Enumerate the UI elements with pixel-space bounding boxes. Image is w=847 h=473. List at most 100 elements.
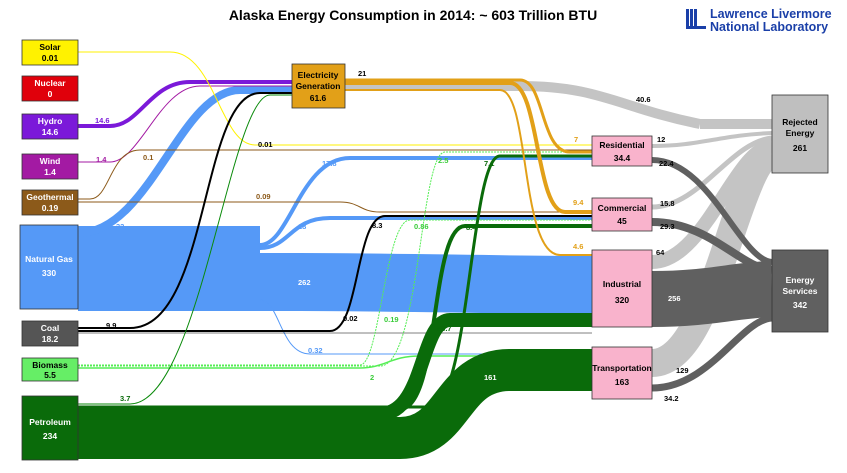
- electricity-value: 61.6: [310, 93, 327, 103]
- label-pet-trans: 161: [484, 373, 497, 382]
- llnl-logo-line1: Lawrence Livermore: [710, 7, 832, 21]
- source-biomass-value: 5.5: [44, 370, 56, 380]
- flow-elec-rejected: [345, 81, 701, 129]
- flow-ind-services: [651, 261, 774, 327]
- label-trans-rej: 129: [676, 366, 689, 375]
- services-name-2: Services: [783, 286, 818, 296]
- sector-residential-value: 34.4: [614, 153, 631, 163]
- label-pet-elec: 3.7: [120, 394, 130, 403]
- flow-trans-services: [651, 314, 773, 392]
- source-nuclear-name: Nuclear: [34, 78, 66, 88]
- label-elec-rej: 40.6: [636, 95, 651, 104]
- node-electricity-generation: Electricity Generation 61.6: [291, 63, 346, 109]
- label-coal-ind: 0.02: [343, 314, 358, 323]
- sector-residential-name: Residential: [599, 140, 644, 150]
- sector-transportation-value: 163: [615, 377, 629, 387]
- label-coal-com: 8.3: [372, 221, 382, 230]
- flow-bio-commercial: [78, 219, 592, 366]
- flow-gas-commercial: [259, 216, 592, 250]
- source-solar-name: Solar: [39, 42, 61, 52]
- sector-industrial-name: Industrial: [603, 279, 641, 289]
- source-geothermal-value: 0.19: [42, 203, 59, 213]
- label-ind-rej: 64: [656, 248, 665, 257]
- label-bio-ind: 0.19: [384, 315, 399, 324]
- source-wind-value: 1.4: [44, 167, 56, 177]
- outcome-rejected-energy: Rejected Energy 261: [771, 94, 829, 174]
- source-nuclear-value: 0: [48, 89, 53, 99]
- flow-trans-rejected: [649, 142, 778, 377]
- sector-transportation-name: Transportation: [592, 363, 652, 373]
- flow-bio-residential: [78, 151, 592, 367]
- sector-industrial-value: 320: [615, 295, 629, 305]
- source-hydro-name: Hydro: [38, 116, 63, 126]
- flow-elec-commercial: [345, 81, 592, 214]
- flow-gas-residential: [259, 156, 592, 247]
- label-com-srv: 29.3: [660, 222, 675, 231]
- source-petroleum-value: 234: [43, 431, 57, 441]
- label-coal-elec: 9.9: [106, 321, 116, 330]
- label-res-srv: 22.4: [659, 159, 674, 168]
- label-pet-res: 7.1: [484, 159, 494, 168]
- label-elec-21: 21: [358, 69, 366, 78]
- flow-coal-commercial: [78, 215, 592, 332]
- label-geo-res: 0.1: [143, 153, 153, 162]
- flow-pet-transportation: [78, 349, 592, 459]
- source-coal: Coal 18.2: [21, 320, 79, 347]
- source-coal-value: 18.2: [42, 334, 59, 344]
- label-res-rej: 12: [657, 135, 665, 144]
- label-ind-srv: 256: [668, 294, 681, 303]
- label-gas-res: 17.8: [322, 159, 337, 168]
- rejected-name-1: Rejected: [782, 117, 817, 127]
- electricity-name-2: Generation: [296, 81, 341, 91]
- source-natural-gas-name: Natural Gas: [25, 254, 73, 264]
- label-solar-res: 0.01: [258, 140, 273, 149]
- label-gas-trans: 0.32: [308, 346, 323, 355]
- sector-transportation: Transportation 163: [591, 346, 653, 400]
- sector-industrial: Industrial 320: [591, 249, 653, 328]
- source-solar-value: 0.01: [42, 53, 59, 63]
- rejected-value: 261: [793, 143, 807, 153]
- flow-wind-electricity: [78, 85, 292, 163]
- flow-geo-commercial: [78, 201, 592, 213]
- label-gas-ind: 262: [298, 278, 311, 287]
- flow-elec-residential: [345, 78, 592, 154]
- sector-commercial-value: 45: [617, 216, 627, 226]
- label-gas-elec: 32: [116, 222, 124, 231]
- flow-geo-residential: [78, 149, 592, 200]
- sector-commercial: Commercial 45: [591, 197, 653, 232]
- source-geothermal-name: Geothermal: [26, 192, 73, 202]
- source-geothermal: Geothermal 0.19: [21, 189, 79, 216]
- flow-labels: 14.6 1.4 0.1 0.09 0.01 32 17.8 18 262 0.…: [95, 69, 689, 403]
- flow-solar-residential: [78, 51, 592, 146]
- llnl-logo-line2: National Laboratory: [710, 20, 828, 34]
- flow-hydro-electricity: [78, 80, 292, 128]
- services-name-1: Energy: [786, 275, 815, 285]
- electricity-name-1: Electricity: [298, 70, 339, 80]
- source-hydro: Hydro 14.6: [21, 113, 79, 140]
- source-wind: Wind 1.4: [21, 153, 79, 180]
- llnl-logo: Lawrence Livermore National Laboratory: [686, 7, 832, 34]
- label-elec-res: 7: [574, 135, 578, 144]
- label-bio-trans: 2: [370, 373, 374, 382]
- flow-gas-electricity: [77, 86, 292, 237]
- source-petroleum: Petroleum 234: [21, 395, 79, 461]
- source-solar: Solar 0.01: [21, 39, 79, 66]
- label-hydro-elec: 14.6: [95, 116, 110, 125]
- label-pet-ind: 53.7: [437, 324, 452, 333]
- sector-residential: Residential 34.4: [591, 135, 653, 167]
- source-coal-name: Coal: [41, 323, 59, 333]
- flow-com-rejected: [651, 135, 773, 210]
- label-pet-com: 8.4: [466, 223, 477, 232]
- rejected-name-2: Energy: [786, 128, 815, 138]
- flow-pet-industrial: [78, 313, 592, 421]
- flow-elec-industrial: [345, 89, 592, 256]
- source-nuclear: Nuclear 0: [21, 75, 79, 102]
- flow-coal-electricity: [78, 92, 292, 329]
- source-biomass: Biomass 5.5: [21, 357, 79, 382]
- source-biomass-name: Biomass: [32, 360, 68, 370]
- flow-res-rejected: [651, 131, 773, 148]
- label-bio-res: 2.5: [438, 156, 448, 165]
- chart-title: Alaska Energy Consumption in 2014: ~ 603…: [229, 7, 597, 23]
- label-elec-com: 9.4: [573, 198, 584, 207]
- sector-commercial-name: Commercial: [598, 203, 647, 213]
